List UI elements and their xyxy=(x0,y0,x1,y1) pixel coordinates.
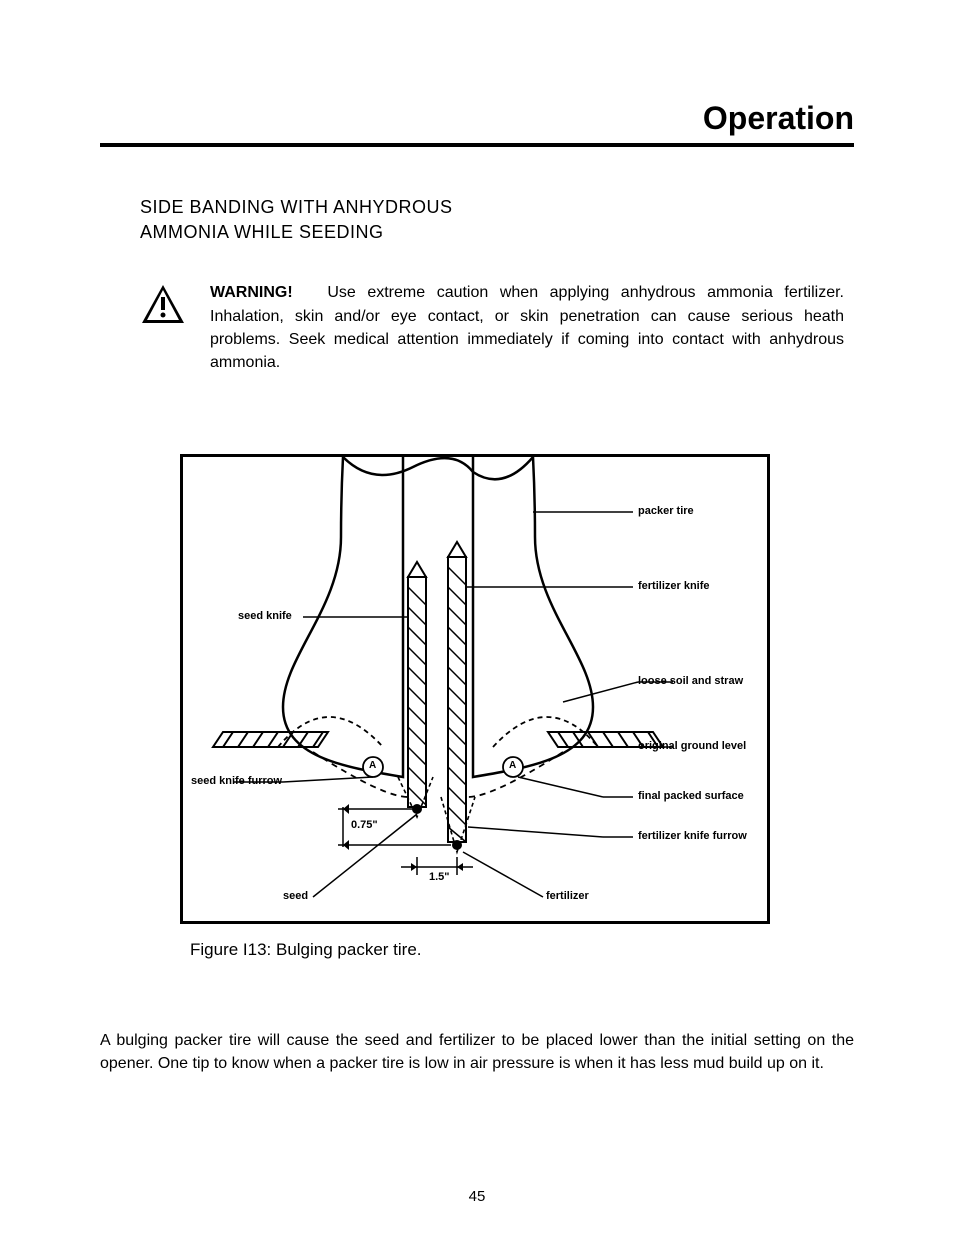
label-fertilizer-knife: fertilizer knife xyxy=(638,580,710,592)
warning-body: Use extreme caution when applying anhydr… xyxy=(210,284,844,371)
label-marker-a-left: A xyxy=(369,760,376,771)
diagram-svg xyxy=(183,457,767,921)
page-number: 45 xyxy=(0,1188,954,1205)
label-dim-15: 1.5" xyxy=(429,871,450,883)
label-fertilizer: fertilizer xyxy=(546,890,589,902)
label-marker-a-right: A xyxy=(509,760,516,771)
figure-caption: Figure I13: Bulging packer tire. xyxy=(190,940,854,960)
figure-box: packer tire fertilizer knife seed knife … xyxy=(180,454,770,924)
warning-text: WARNING! Use extreme caution when applyi… xyxy=(210,281,844,374)
warning-block: WARNING! Use extreme caution when applyi… xyxy=(140,281,844,374)
subheading: SIDE BANDING WITH ANHYDROUS AMMONIA WHIL… xyxy=(140,195,854,245)
label-original-ground: original ground level xyxy=(638,740,746,752)
label-seed-knife-furrow: seed knife furrow xyxy=(191,775,282,787)
subheading-line1: SIDE BANDING WITH ANHYDROUS xyxy=(140,197,453,217)
subheading-line2: AMMONIA WHILE SEEDING xyxy=(140,222,384,242)
label-fertilizer-knife-furrow: fertilizer knife furrow xyxy=(638,830,747,842)
label-loose-soil: loose soil and straw xyxy=(638,675,743,687)
label-packer-tire: packer tire xyxy=(638,505,694,517)
label-final-packed: final packed surface xyxy=(638,790,744,802)
section-header: Operation xyxy=(100,100,854,147)
body-paragraph: A bulging packer tire will cause the see… xyxy=(100,1030,854,1075)
label-seed-knife: seed knife xyxy=(238,610,292,622)
warning-icon xyxy=(140,283,186,330)
label-seed: seed xyxy=(283,890,308,902)
label-dim-075: 0.75" xyxy=(351,819,378,831)
warning-lead: WARNING! xyxy=(210,284,293,301)
